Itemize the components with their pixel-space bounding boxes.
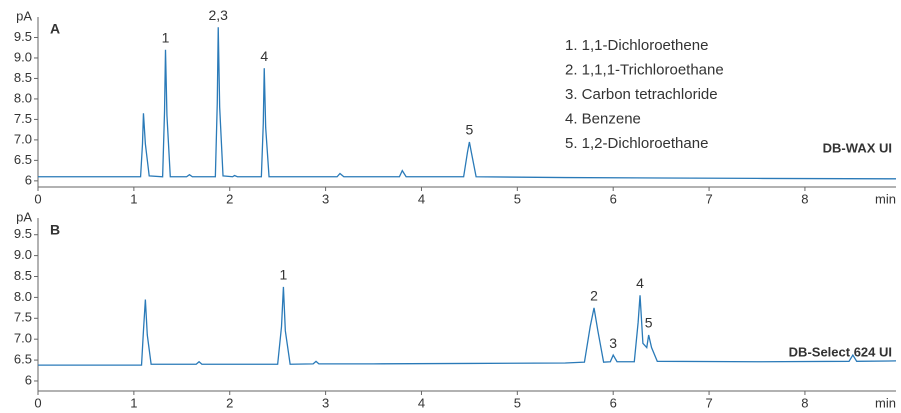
compound-item: 4. Benzene xyxy=(565,110,641,127)
peak-label: 3 xyxy=(609,335,617,351)
y-tick-label: 8.0 xyxy=(14,289,32,304)
x-tick-label: 8 xyxy=(801,395,808,410)
y-tick-label: 7.0 xyxy=(14,331,32,346)
y-tick-label: 7.0 xyxy=(14,131,32,146)
peak-label: 1 xyxy=(280,267,288,283)
y-tick-label: 6.5 xyxy=(14,152,32,167)
x-tick-label: 7 xyxy=(705,395,712,410)
compound-item: 5. 1,2-Dichloroethane xyxy=(565,135,708,152)
x-axis-label: min xyxy=(875,395,896,410)
x-tick-label: 2 xyxy=(226,395,233,410)
x-tick-label: 5 xyxy=(514,191,521,206)
peak-label: 4 xyxy=(260,48,268,64)
peak-label: 2 xyxy=(590,288,598,304)
y-tick-label: 8.5 xyxy=(14,268,32,283)
peak-label: 4 xyxy=(636,275,644,291)
compound-item: 3. Carbon tetrachloride xyxy=(565,86,718,103)
x-tick-label: 0 xyxy=(34,395,41,410)
x-axis-label: min xyxy=(875,191,896,206)
x-tick-label: 4 xyxy=(418,191,425,206)
x-tick-label: 6 xyxy=(610,395,617,410)
x-tick-label: 3 xyxy=(322,395,329,410)
y-axis-label: pA xyxy=(16,209,32,224)
x-tick-label: 1 xyxy=(130,395,137,410)
trace xyxy=(38,286,897,366)
x-tick-label: 8 xyxy=(801,191,808,206)
x-tick-label: 1 xyxy=(130,191,137,206)
compound-item: 2. 1,1,1-Trichloroethane xyxy=(565,61,724,78)
y-tick-label: 9.5 xyxy=(14,226,32,241)
peak-label: 2,3 xyxy=(208,7,228,23)
compound-item: 1. 1,1-Dichloroethene xyxy=(565,37,708,54)
peak-label: 5 xyxy=(645,315,653,331)
x-tick-label: 4 xyxy=(418,395,425,410)
x-tick-label: 0 xyxy=(34,191,41,206)
column-name: DB-WAX UI xyxy=(823,140,892,155)
peak-label: 5 xyxy=(465,122,473,138)
y-tick-label: 8.0 xyxy=(14,90,32,105)
y-tick-label: 6.5 xyxy=(14,352,32,367)
peak-label: 1 xyxy=(162,29,170,45)
trace xyxy=(38,27,897,180)
y-tick-label: 7.5 xyxy=(14,310,32,325)
y-tick-label: 7.5 xyxy=(14,111,32,126)
x-tick-label: 6 xyxy=(610,191,617,206)
y-tick-label: 6 xyxy=(25,172,32,187)
y-tick-label: 9.5 xyxy=(14,29,32,44)
y-tick-label: 6 xyxy=(25,372,32,387)
column-name: DB-Select 624 UI xyxy=(789,344,892,359)
x-tick-label: 5 xyxy=(514,395,521,410)
y-axis-label: pA xyxy=(16,8,32,23)
y-tick-label: 9.0 xyxy=(14,247,32,262)
x-tick-label: 3 xyxy=(322,191,329,206)
x-tick-label: 7 xyxy=(705,191,712,206)
panel-label: A xyxy=(50,21,60,37)
panel-label: B xyxy=(50,222,60,238)
x-tick-label: 2 xyxy=(226,191,233,206)
y-tick-label: 9.0 xyxy=(14,49,32,64)
y-tick-label: 8.5 xyxy=(14,70,32,85)
